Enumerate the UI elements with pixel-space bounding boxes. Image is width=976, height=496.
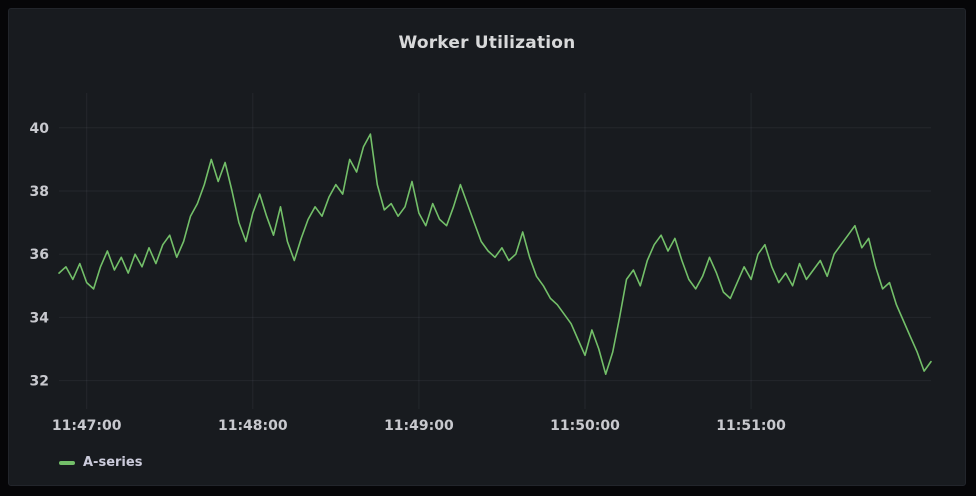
legend: A-series: [59, 455, 142, 470]
worker-utilization-panel: 32 34 36 38 40 11:47:00 11:48:00 11:49:00 11:50:…: [8, 8, 966, 486]
panel-header: Worker Utilization: [9, 33, 965, 53]
y-tick-label-38: 38: [30, 184, 49, 200]
legend-item-a-series[interactable]: A-series: [59, 455, 142, 470]
y-tick-label-32: 32: [30, 374, 49, 390]
time-series-chart[interactable]: 32 34 36 38 40 11:47:00 11:48:00 11:49:00 11:50:…: [9, 9, 967, 487]
x-tick-label-11:47:00: 11:47:00: [52, 418, 122, 434]
legend-series-label: A-series: [83, 455, 143, 470]
series-line-a-series[interactable]: [58, 133, 932, 376]
y-tick-label-34: 34: [30, 310, 50, 326]
x-tick-label-11:49:00: 11:49:00: [384, 418, 454, 434]
x-tick-label-11:51:00: 11:51:00: [716, 418, 786, 434]
panel-title[interactable]: Worker Utilization: [398, 33, 576, 53]
series-color-swatch-icon: [59, 460, 75, 465]
x-tick-label-11:48:00: 11:48:00: [218, 418, 288, 434]
y-tick-label-40: 40: [30, 121, 50, 137]
x-tick-label-11:50:00: 11:50:00: [550, 418, 620, 434]
y-tick-label-36: 36: [30, 247, 49, 263]
